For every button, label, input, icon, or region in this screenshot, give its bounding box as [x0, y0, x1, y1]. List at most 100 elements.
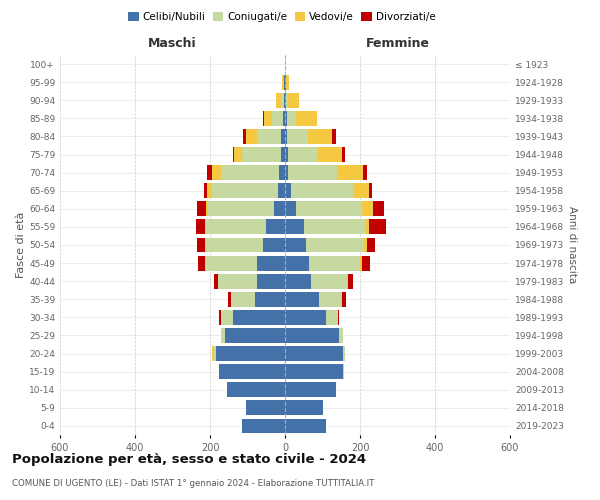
Bar — [284, 93, 285, 108]
Bar — [212, 184, 277, 198]
Bar — [208, 165, 212, 180]
Bar — [340, 328, 343, 343]
Bar — [220, 310, 221, 325]
Bar — [218, 364, 220, 379]
Bar — [215, 346, 285, 361]
Text: COMUNE DI UGENTO (LE) - Dati ISTAT 1° gennaio 2024 - Elaborazione TUTTITALIA.IT: COMUNE DI UGENTO (LE) - Dati ISTAT 1° ge… — [12, 479, 374, 488]
Bar — [343, 147, 346, 162]
Bar — [285, 400, 323, 415]
Bar — [285, 382, 335, 397]
Bar — [285, 328, 340, 343]
Bar — [230, 292, 255, 306]
Bar — [220, 364, 285, 379]
Bar — [373, 202, 385, 216]
Bar — [360, 256, 362, 270]
Bar — [364, 238, 367, 252]
Bar — [342, 292, 346, 306]
Bar — [205, 256, 206, 270]
Bar — [208, 184, 212, 198]
Bar — [205, 220, 206, 234]
Bar — [227, 382, 285, 397]
Bar — [221, 328, 225, 343]
Bar — [304, 220, 365, 234]
Bar — [208, 202, 274, 216]
Bar — [285, 256, 310, 270]
Bar — [203, 184, 208, 198]
Bar — [205, 238, 206, 252]
Bar — [257, 129, 281, 144]
Bar — [263, 238, 285, 252]
Bar — [225, 328, 285, 343]
Bar — [242, 418, 285, 434]
Bar — [257, 274, 285, 288]
Bar — [281, 129, 285, 144]
Bar — [305, 238, 364, 252]
Bar — [285, 202, 296, 216]
Bar — [286, 74, 289, 90]
Bar — [311, 274, 347, 288]
Bar — [274, 202, 285, 216]
Bar — [296, 202, 362, 216]
Bar — [257, 256, 285, 270]
Bar — [285, 184, 290, 198]
Bar — [277, 184, 285, 198]
Bar — [326, 310, 337, 325]
Bar — [287, 111, 296, 126]
Bar — [362, 256, 370, 270]
Bar — [227, 292, 230, 306]
Bar — [206, 202, 208, 216]
Bar — [242, 129, 245, 144]
Bar — [245, 400, 285, 415]
Bar — [287, 93, 299, 108]
Text: Femmine: Femmine — [365, 36, 430, 50]
Bar — [242, 147, 281, 162]
Bar — [353, 184, 370, 198]
Bar — [370, 220, 386, 234]
Bar — [285, 364, 343, 379]
Bar — [286, 93, 287, 108]
Bar — [206, 256, 257, 270]
Bar — [272, 111, 283, 126]
Bar — [285, 93, 286, 108]
Bar — [362, 202, 373, 216]
Bar — [221, 310, 233, 325]
Bar — [284, 74, 285, 90]
Y-axis label: Fasce di età: Fasce di età — [16, 212, 26, 278]
Bar — [285, 220, 304, 234]
Bar — [197, 202, 206, 216]
Bar — [197, 256, 205, 270]
Bar — [296, 111, 317, 126]
Bar — [310, 256, 360, 270]
Bar — [343, 364, 344, 379]
Bar — [212, 165, 221, 180]
Bar — [263, 111, 265, 126]
Bar — [212, 346, 214, 361]
Bar — [285, 165, 288, 180]
Bar — [332, 129, 335, 144]
Bar — [319, 292, 341, 306]
Bar — [308, 129, 332, 144]
Bar — [370, 184, 373, 198]
Bar — [197, 238, 205, 252]
Bar — [285, 418, 326, 434]
Bar — [285, 74, 286, 90]
Bar — [363, 165, 367, 180]
Bar — [221, 165, 280, 180]
Bar — [266, 220, 285, 234]
Bar — [281, 147, 285, 162]
Bar — [285, 292, 319, 306]
Bar — [206, 220, 266, 234]
Bar — [348, 274, 353, 288]
Bar — [337, 310, 340, 325]
Bar — [283, 111, 285, 126]
Bar — [206, 238, 263, 252]
Bar — [318, 147, 343, 162]
Bar — [233, 147, 235, 162]
Bar — [290, 184, 353, 198]
Bar — [285, 147, 288, 162]
Bar — [285, 346, 343, 361]
Bar — [275, 93, 281, 108]
Bar — [365, 220, 370, 234]
Bar — [214, 346, 215, 361]
Bar — [288, 165, 337, 180]
